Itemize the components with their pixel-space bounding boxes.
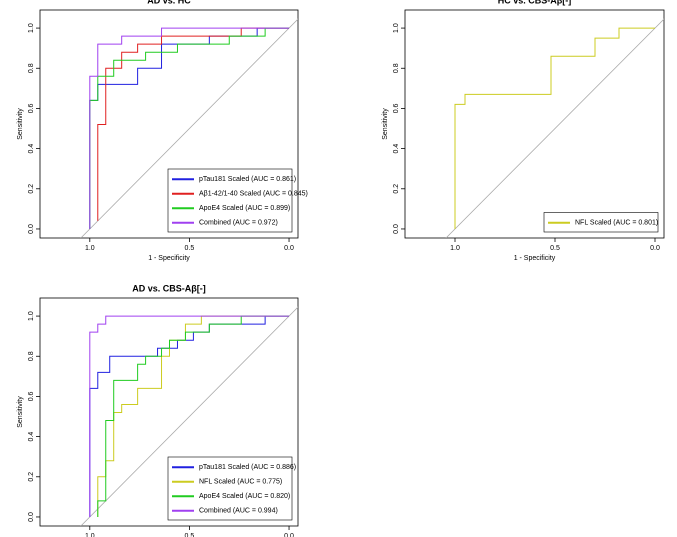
panel-title: HC vs. CBS-Aβ[-] [498,0,572,5]
x-tick-label: 0.0 [284,245,294,252]
y-tick-label: 0.0 [393,224,400,234]
x-axis-label: 1 - Specificity [148,255,190,262]
y-axis-label: Sensitivity [17,396,24,428]
legend-label: pTau181 Scaled (AUC = 0.861) [199,176,296,183]
x-tick-label: 0.0 [650,245,660,252]
x-tick-label: 0.5 [185,245,195,252]
reference-line [80,306,298,526]
y-axis-label: Sensitivity [17,108,24,140]
legend-label: NFL Scaled (AUC = 0.801) [575,220,658,227]
roc-curve [89,315,290,517]
y-tick-label: 0.0 [28,512,35,522]
panel: AD vs. CBS-Aβ[-] 0.0 0.2 0.4 0.6 0.8 1.0 1.0 0.5… [17,283,299,537]
y-tick-label: 0.8 [28,63,35,73]
plot-frame [404,9,665,239]
plot-area [80,306,298,526]
legend-label: Combined (AUC = 0.972) [199,220,278,227]
panel-title: AD vs. CBS-Aβ[-] [132,283,206,293]
y-tick-label: 0.8 [393,63,400,73]
roc-curve [89,27,290,229]
y-tick-label: 1.0 [393,23,400,33]
plot-area [80,18,298,238]
plot-frame [39,297,299,527]
legend-label: pTau181 Scaled (AUC = 0.886) [199,464,296,471]
x-tick-label: 0.5 [550,245,560,252]
y-tick-label: 0.0 [28,224,35,234]
legend: pTau181 Scaled (AUC = 0.861) Aβ1-42/1-40 … [167,168,308,233]
x-tick-label: 0.5 [185,533,195,537]
legend: NFL Scaled (AUC = 0.801) [543,212,659,233]
plot-frame [39,9,299,239]
roc-curve [97,315,290,517]
y-tick-label: 1.0 [28,23,35,33]
y-tick-label: 0.2 [28,184,35,194]
x-tick-label: 0.0 [284,533,294,537]
panel: HC vs. CBS-Aβ[-] 0.0 0.2 0.4 0.6 0.8 1.0 1.0 0.5… [382,0,665,262]
legend-label: ApoE4 Scaled (AUC = 0.899) [199,205,290,212]
roc-curve [454,27,655,229]
panel: AD vs. HC 0.0 0.2 0.4 0.6 0.8 1.0 1.0 0.5 0.0 1 - … [17,0,308,262]
legend-label: ApoE4 Scaled (AUC = 0.820) [199,493,290,500]
legend-label: Combined (AUC = 0.994) [199,508,278,515]
y-axis-label: Sensitivity [382,108,389,140]
reference-line [445,18,664,238]
x-tick-label: 1.0 [85,245,95,252]
x-axis-label: 1 - Specificity [514,255,556,262]
y-tick-label: 0.4 [28,144,35,154]
y-tick-label: 0.6 [28,391,35,401]
x-tick-label: 1.0 [450,245,460,252]
legend-label: Aβ1-42/1-40 Scaled (AUC = 0.845) [199,191,308,198]
y-tick-label: 0.4 [28,432,35,442]
y-tick-label: 0.6 [393,103,400,113]
reference-line [80,18,298,238]
legend-box [543,212,659,233]
y-tick-label: 0.4 [393,144,400,154]
legend-label: NFL Scaled (AUC = 0.775) [199,479,282,486]
roc-curve [89,27,290,229]
x-tick-label: 1.0 [85,533,95,537]
y-tick-label: 0.8 [28,351,35,361]
y-tick-label: 0.6 [28,103,35,113]
plot-area [445,18,664,238]
y-tick-label: 0.2 [28,472,35,482]
y-tick-label: 1.0 [28,311,35,321]
panel-title: AD vs. HC [147,0,191,5]
legend: pTau181 Scaled (AUC = 0.886) NFL Scaled (… [167,456,296,521]
y-tick-label: 0.2 [393,184,400,194]
